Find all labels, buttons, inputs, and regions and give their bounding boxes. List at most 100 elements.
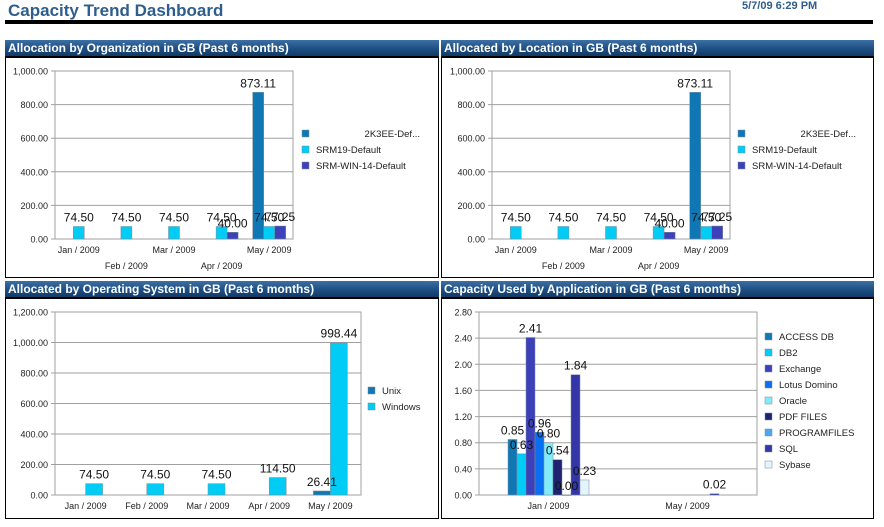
y-tick-label: 1,000.00	[450, 67, 485, 77]
legend-swatch-sql	[764, 444, 773, 453]
legend-swatch-srm19-default	[301, 145, 310, 154]
legend-swatch-lotus-domino	[764, 380, 773, 389]
data-label-windows: 74.50	[140, 468, 170, 482]
x-tick-label: May / 2009	[684, 245, 729, 255]
chart-os: 0.00 200.00 400.00 600.00 800.00 1,000.00 1,20…	[13, 308, 421, 512]
x-tick-label: Feb / 2009	[125, 501, 168, 511]
bar-windows	[207, 483, 226, 496]
bar-windows	[330, 342, 348, 496]
legend-label-programfiles: PROGRAMFILES	[779, 428, 855, 439]
bar-srm19-default	[557, 226, 570, 240]
legend-swatch-access-db	[764, 332, 773, 341]
y-tick-label: 2.00	[454, 360, 472, 370]
y-tick-label: 0.00	[467, 235, 485, 245]
bar-windows	[268, 477, 287, 496]
legend-swatch-srm-win-14-default	[301, 161, 310, 170]
bar-programfiles	[561, 494, 572, 496]
data-label-windows: 74.50	[201, 468, 231, 482]
y-tick-label: 0.00	[454, 491, 472, 501]
x-tick-label: Mar / 2009	[589, 245, 632, 255]
legend-label-sql: SQL	[779, 444, 798, 455]
data-label-2k3ee-def: 873.11	[677, 76, 713, 90]
panel-body: 0.00 0.40 0.80 1.20 1.60 2.00 2.40 2.80 Jan / 20…	[441, 297, 874, 519]
data-label-unix: 26.41	[307, 475, 337, 489]
data-label-srm-win-14-default: 40.00	[655, 216, 685, 230]
y-tick-label: 200.00	[20, 460, 48, 470]
bar-srm-win-14-default	[663, 232, 676, 240]
bar-2k3ee-def	[689, 92, 701, 240]
legend-label-srm-win-14-default: SRM-WIN-14-Default	[752, 161, 842, 172]
panel-title: Capacity Used by Application in GB (Past…	[441, 281, 874, 297]
title-divider	[5, 20, 873, 24]
y-tick-label: 800.00	[457, 100, 485, 110]
bar-srm-win-14-default	[226, 232, 239, 240]
y-tick-label: 800.00	[20, 369, 48, 379]
y-tick-label: 1,200.00	[13, 308, 48, 318]
data-label-programfiles: 0.00	[555, 479, 579, 493]
y-tick-label: 200.00	[457, 201, 485, 211]
y-tick-label: 1.20	[454, 412, 472, 422]
data-label-sql: 0.02	[703, 478, 727, 492]
plot-frame	[478, 311, 758, 496]
data-label-srm19-default: 74.50	[691, 210, 721, 224]
panel-capacity-by-application: Capacity Used by Application in GB (Past…	[441, 281, 874, 519]
data-label-srm19-default: 74.50	[596, 210, 626, 224]
legend-label-db2: DB2	[779, 348, 797, 359]
x-tick-label: Feb / 2009	[105, 261, 148, 271]
bar-unix	[313, 490, 331, 496]
data-label-exchange: 2.41	[519, 321, 543, 335]
legend-label-srm19-default: SRM19-Default	[316, 145, 381, 156]
x-tick-label: Apr / 2009	[248, 501, 290, 511]
legend-label-sybase: Sybase	[779, 460, 811, 471]
bar-srm-win-14-default	[274, 225, 286, 240]
legend-label-exchange: Exchange	[779, 364, 821, 375]
data-label-srm19-default: 74.50	[548, 210, 578, 224]
data-label-srm19-default: 74.50	[254, 210, 284, 224]
legend-swatch-oracle	[764, 396, 773, 405]
data-label-sql: 1.84	[564, 359, 588, 373]
x-tick-label: May / 2009	[665, 501, 710, 511]
legend-label-windows: Windows	[382, 402, 421, 413]
legend-label-oracle: Oracle	[779, 396, 807, 407]
y-tick-label: 600.00	[20, 399, 48, 409]
data-label-srm19-default: 74.50	[207, 210, 237, 224]
legend-label-2k3ee-def: 2K3EE-Def...	[365, 129, 420, 140]
data-label-srm19-default: 74.50	[111, 210, 141, 224]
panel-title: Allocated by Operating System in GB (Pas…	[5, 281, 439, 297]
x-tick-label: Jan / 2009	[495, 245, 537, 255]
bar-sql	[709, 493, 720, 496]
legend-swatch-db2	[764, 348, 773, 357]
bar-windows	[146, 483, 165, 496]
legend-swatch-2k3ee-def	[301, 129, 310, 138]
data-label-sybase: 0.23	[573, 464, 597, 478]
legend-swatch-2k3ee-def	[737, 129, 746, 138]
legend-swatch-exchange	[764, 364, 773, 373]
x-tick-label: Mar / 2009	[186, 501, 229, 511]
bar-srm19-default	[510, 226, 522, 240]
data-label-srm19-default: 74.50	[159, 210, 189, 224]
legend-label-pdf-files: PDF FILES	[779, 412, 827, 423]
data-label-srm-win-14-default: 77.25	[702, 210, 732, 224]
y-tick-label: 800.00	[20, 100, 48, 110]
chart-application: 0.00 0.40 0.80 1.20 1.60 2.00 2.40 2.80 Jan / 20…	[454, 308, 855, 512]
y-tick-label: 400.00	[20, 430, 48, 440]
x-tick-label: Apr / 2009	[638, 261, 680, 271]
legend-label-2k3ee-def: 2K3EE-Def...	[801, 129, 856, 140]
panel-body: 0.00 200.00 400.00 600.00 800.00 1,000.00 Jan …	[441, 56, 874, 278]
y-tick-label: 1,000.00	[13, 338, 48, 348]
data-label-windows: 114.50	[260, 462, 296, 476]
panel-title: Allocation by Organization in GB (Past 6…	[5, 40, 439, 56]
legend-label-access-db: ACCESS DB	[779, 332, 834, 343]
legend-label-srm19-default: SRM19-Default	[752, 145, 817, 156]
data-label-2k3ee-def: 873.11	[240, 76, 276, 90]
bar-srm19-default	[168, 226, 180, 240]
bar-lotus-domino	[534, 432, 545, 496]
y-tick-label: 200.00	[20, 201, 48, 211]
bar-srm-win-14-default	[711, 225, 723, 240]
bar-srm19-default	[73, 226, 85, 240]
y-tick-label: 1.60	[454, 386, 472, 396]
y-tick-label: 400.00	[457, 167, 485, 177]
y-tick-label: 600.00	[457, 134, 485, 144]
data-label-pdf-files: 0.54	[546, 444, 570, 458]
bar-2k3ee-def	[252, 92, 264, 240]
